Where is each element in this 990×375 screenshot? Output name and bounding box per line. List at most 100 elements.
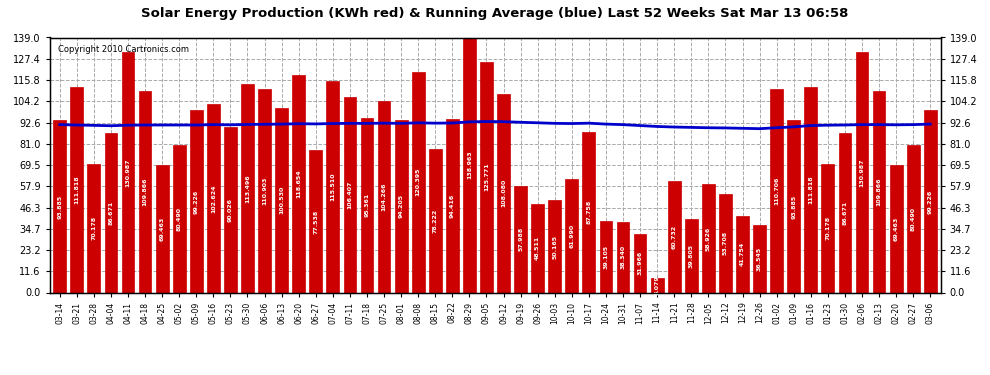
Text: 53.708: 53.708 [723,231,728,255]
Text: 115.510: 115.510 [331,172,336,201]
Text: 104.266: 104.266 [381,183,386,211]
Text: 94.416: 94.416 [449,194,454,218]
Text: 57.988: 57.988 [518,227,523,251]
Bar [292,75,305,292]
Text: 95.361: 95.361 [364,193,369,217]
Text: 110.706: 110.706 [774,177,779,205]
Text: 138.963: 138.963 [467,151,472,179]
Bar [685,219,698,292]
Text: 130.987: 130.987 [126,158,131,187]
Text: 100.530: 100.530 [279,186,284,214]
Bar [650,278,663,292]
Text: 109.866: 109.866 [876,177,881,206]
Text: 39.105: 39.105 [604,244,609,269]
Bar [480,62,493,292]
Bar [190,111,203,292]
Bar [582,132,595,292]
Bar [855,52,868,292]
Bar [412,72,425,292]
Text: 8.079: 8.079 [654,275,659,295]
Bar [737,216,748,292]
Text: 111.818: 111.818 [808,176,813,204]
Text: 77.538: 77.538 [313,209,318,234]
Bar [668,181,680,292]
Text: 111.818: 111.818 [74,176,79,204]
Bar [565,179,578,292]
Bar [532,204,544,292]
Bar [377,101,390,292]
Text: 36.545: 36.545 [757,247,762,271]
Text: 87.758: 87.758 [586,200,591,224]
Text: 118.654: 118.654 [296,170,301,198]
Bar [907,145,920,292]
Bar [275,108,288,292]
Bar [890,165,903,292]
Text: 39.805: 39.805 [689,244,694,268]
Bar [139,91,151,292]
Text: 58.926: 58.926 [706,226,711,251]
Bar [224,128,237,292]
Bar [804,87,817,292]
Text: 69.463: 69.463 [894,217,899,241]
Text: 48.511: 48.511 [536,236,541,260]
Bar [122,52,135,292]
Text: 86.671: 86.671 [842,201,847,225]
Bar [600,221,613,292]
Bar [360,117,373,292]
Bar [634,234,646,292]
Bar [839,134,851,292]
Bar [822,164,835,292]
Bar [617,222,630,292]
Text: 90.026: 90.026 [228,198,233,222]
Bar [719,194,732,292]
Bar [702,184,715,292]
Text: 31.966: 31.966 [638,251,643,275]
Bar [497,94,510,292]
Text: 120.395: 120.395 [416,168,421,196]
Text: Solar Energy Production (KWh red) & Running Average (blue) Last 52 Weeks Sat Mar: Solar Energy Production (KWh red) & Runn… [142,8,848,21]
Bar [753,225,766,292]
Bar [924,111,937,292]
Text: 80.490: 80.490 [911,207,916,231]
Bar [242,84,253,292]
Text: 125.771: 125.771 [484,163,489,192]
Bar [446,119,458,292]
Text: 110.903: 110.903 [262,177,267,205]
Text: 70.178: 70.178 [826,216,831,240]
Bar [787,120,800,292]
Text: 108.080: 108.080 [501,179,506,207]
Text: 93.885: 93.885 [791,194,796,219]
Bar [770,89,783,292]
Bar [429,149,442,292]
Bar [173,145,186,292]
Bar [344,97,356,292]
Bar [514,186,527,292]
Text: 106.407: 106.407 [347,181,352,209]
Text: 113.496: 113.496 [245,174,250,203]
Text: 102.624: 102.624 [211,184,216,213]
Bar [53,120,66,292]
Text: 94.205: 94.205 [399,194,404,218]
Text: 78.222: 78.222 [433,209,438,233]
Bar [70,87,83,292]
Text: 86.671: 86.671 [109,201,114,225]
Text: 70.178: 70.178 [91,216,96,240]
Text: 93.885: 93.885 [57,194,62,219]
Bar [548,201,561,292]
Text: 130.987: 130.987 [859,158,864,187]
Text: 99.226: 99.226 [928,189,933,214]
Bar [258,89,271,292]
Text: 109.866: 109.866 [143,177,148,206]
Bar [87,164,100,292]
Text: 60.732: 60.732 [672,225,677,249]
Text: 38.340: 38.340 [621,245,626,269]
Text: Copyright 2010 Cartronics.com: Copyright 2010 Cartronics.com [58,45,189,54]
Text: 61.990: 61.990 [569,224,574,248]
Bar [105,134,118,292]
Text: 99.226: 99.226 [194,189,199,214]
Bar [463,38,476,292]
Bar [309,150,322,292]
Text: 41.754: 41.754 [740,242,745,266]
Text: 50.165: 50.165 [552,234,557,258]
Bar [155,165,168,292]
